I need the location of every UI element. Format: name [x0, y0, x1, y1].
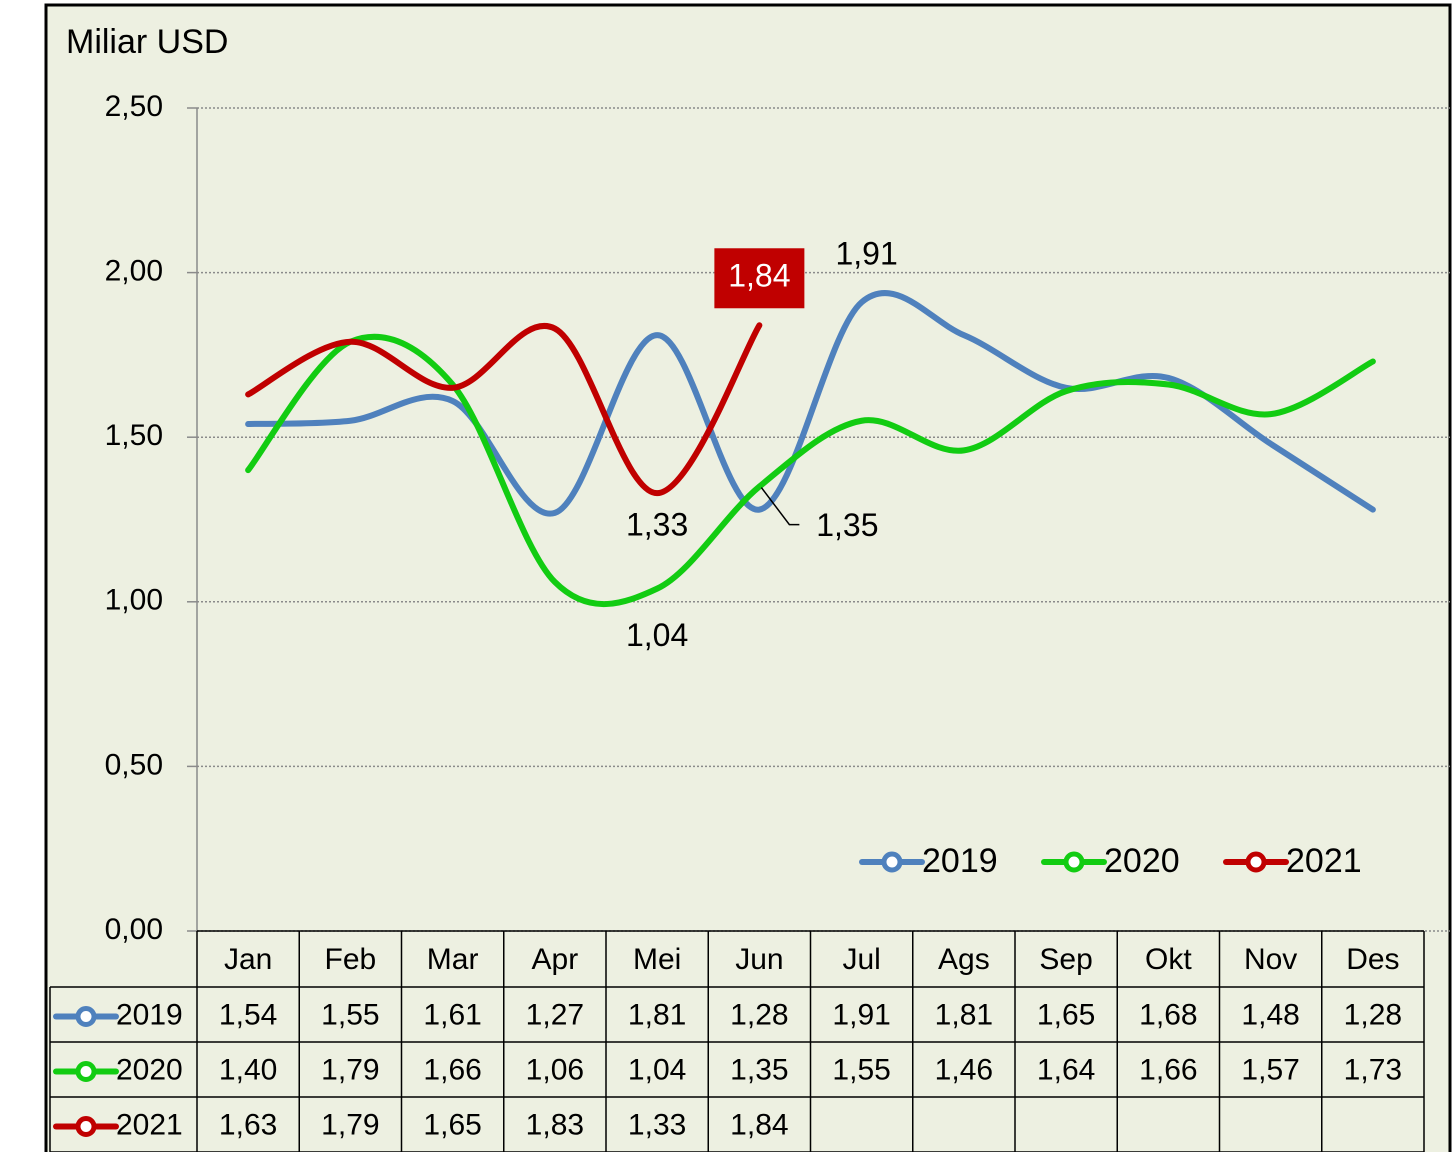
legend-label: 2019 — [922, 842, 998, 880]
series-line — [245, 333, 1376, 608]
x-tick-label: Jun — [735, 943, 783, 976]
table-cell: 1,91 — [832, 998, 890, 1031]
data-label: 1,33 — [626, 507, 688, 543]
table-cell: 1,66 — [423, 1053, 481, 1086]
table-cell: 1,73 — [1344, 1053, 1402, 1086]
table-legend-marker — [75, 1116, 97, 1137]
y-axis-title: Miliar USD — [66, 23, 228, 61]
table-cell: 1,55 — [321, 998, 379, 1031]
legend-label: 2020 — [1104, 842, 1180, 880]
table-cell: 1,61 — [423, 998, 481, 1031]
data-label: 1,91 — [835, 236, 897, 272]
table-cell: 1,27 — [526, 998, 584, 1031]
table-cell: 1,68 — [1139, 998, 1197, 1031]
table-cell: 1,06 — [526, 1053, 584, 1086]
x-tick-label: Ags — [938, 943, 990, 976]
x-tick-label: Nov — [1244, 943, 1297, 976]
table-cell: 1,84 — [730, 1108, 788, 1141]
legend-marker — [1063, 851, 1085, 873]
table-cell: 1,48 — [1241, 998, 1299, 1031]
y-tick-label: 1,00 — [105, 584, 163, 617]
y-tick-label: 1,50 — [105, 419, 163, 452]
table-cell: 1,04 — [628, 1053, 686, 1086]
table-cell: 1,46 — [935, 1053, 993, 1086]
table-cell: 1,55 — [832, 1053, 890, 1086]
table-row-label: 2021 — [116, 1108, 183, 1141]
table-cell: 1,35 — [730, 1053, 788, 1086]
table-cell: 1,83 — [526, 1108, 584, 1141]
y-tick-label: 0,50 — [105, 748, 163, 781]
x-tick-label: Mar — [427, 943, 479, 976]
series-line — [245, 290, 1376, 517]
y-tick-label: 0,00 — [105, 913, 163, 946]
legend-label: 2021 — [1286, 842, 1362, 880]
x-tick-label: Des — [1346, 943, 1399, 976]
table-cell: 1,65 — [423, 1108, 481, 1141]
x-tick-label: Okt — [1145, 943, 1192, 976]
table-cell: 1,40 — [219, 1053, 277, 1086]
x-tick-label: Jul — [842, 943, 880, 976]
leader-line — [760, 487, 800, 526]
x-tick-label: Sep — [1039, 943, 1092, 976]
series-line — [245, 322, 763, 497]
table-cell: 1,28 — [730, 998, 788, 1031]
table-cell: 1,81 — [628, 998, 686, 1031]
data-label-box — [714, 248, 805, 309]
table-cell: 1,81 — [935, 998, 993, 1031]
y-tick-label: 2,00 — [105, 255, 163, 288]
table-cell: 1,64 — [1037, 1053, 1095, 1086]
table-cell: 1,79 — [321, 1108, 379, 1141]
table-row-label: 2020 — [116, 1053, 183, 1086]
table-cell: 1,79 — [321, 1053, 379, 1086]
data-label: 1,35 — [816, 507, 878, 543]
data-label: 1,84 — [728, 258, 790, 294]
table-legend-marker — [75, 1061, 97, 1082]
x-tick-label: Mei — [633, 943, 681, 976]
table-cell: 1,65 — [1037, 998, 1095, 1031]
legend-marker — [881, 851, 903, 873]
x-tick-label: Jan — [224, 943, 272, 976]
table-row-label: 2019 — [116, 998, 183, 1031]
legend-marker — [1245, 851, 1267, 873]
y-tick-label: 2,50 — [105, 90, 163, 123]
table-cell: 1,33 — [628, 1108, 686, 1141]
table-cell: 1,28 — [1344, 998, 1402, 1031]
data-label: 1,04 — [626, 617, 688, 653]
chart-frame — [44, 3, 1452, 1152]
table-cell: 1,57 — [1241, 1053, 1299, 1086]
x-tick-label: Feb — [325, 943, 377, 976]
table-cell: 1,54 — [219, 998, 277, 1031]
x-tick-label: Apr — [532, 943, 579, 976]
table-cell: 1,63 — [219, 1108, 277, 1141]
table-cell: 1,66 — [1139, 1053, 1197, 1086]
table-legend-marker — [75, 1006, 97, 1027]
